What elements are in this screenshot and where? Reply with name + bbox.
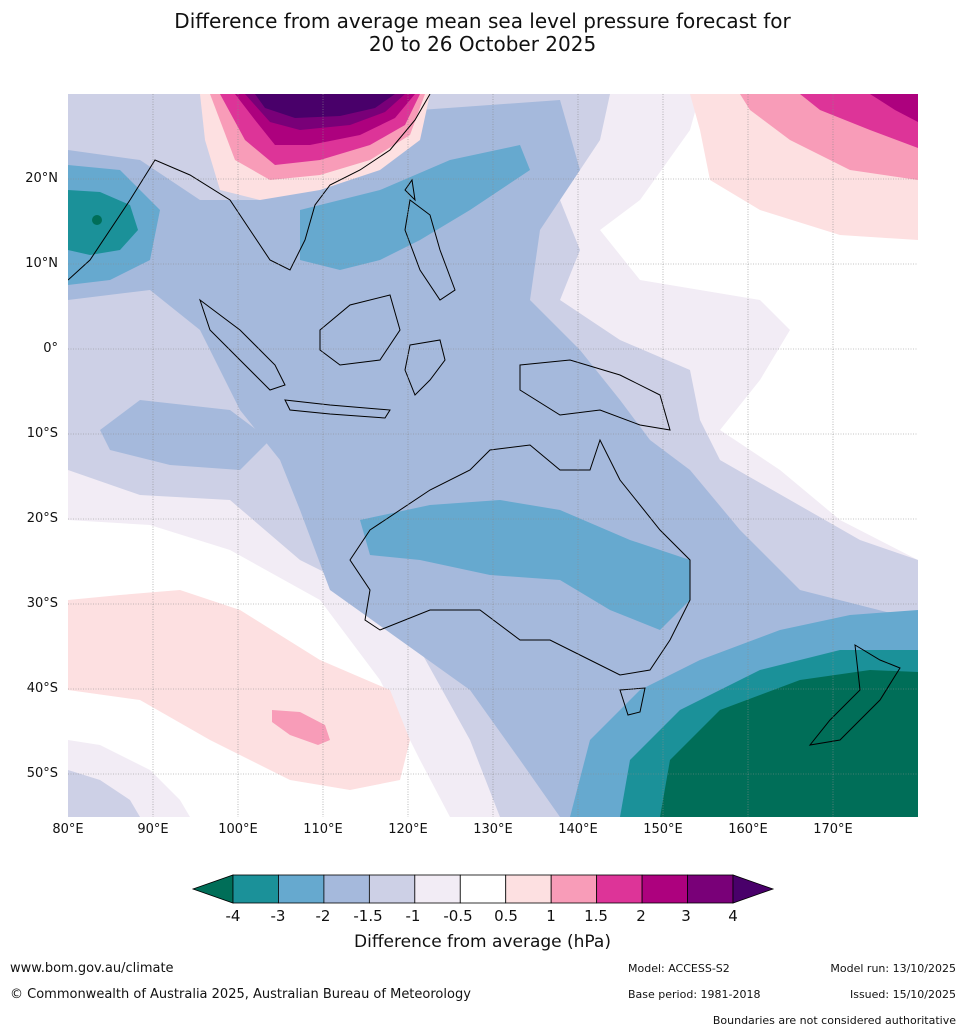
map-field	[68, 94, 918, 817]
colorbar-tick-label: -1	[405, 907, 421, 925]
colorbar-tick-label: 4	[728, 907, 738, 925]
title-line-1: Difference from average mean sea level p…	[174, 9, 791, 33]
colorbar-tick-label: -4	[225, 907, 241, 925]
colorbar-tick-label: 0.5	[494, 907, 518, 925]
lon-label: 140°E	[558, 822, 598, 837]
lon-label: 120°E	[388, 822, 428, 837]
model-run-text: Model run: 13/10/2025	[830, 962, 956, 975]
borneo-coast	[319, 294, 401, 366]
contour-band	[800, 94, 918, 148]
colorbar	[191, 874, 775, 904]
colorbar-boxes	[232, 874, 734, 904]
colorbar-swatch	[232, 874, 279, 904]
lon-label: 90°E	[137, 822, 169, 837]
colorbar-swatch	[641, 874, 688, 904]
copyright-text: © Commonwealth of Australia 2025, Austra…	[10, 987, 471, 1002]
contour-core	[92, 215, 102, 225]
coastlines	[68, 94, 901, 746]
lat-label: 50°S	[26, 766, 58, 781]
contour-band	[255, 94, 395, 118]
lon-label: 100°E	[218, 822, 258, 837]
colorbar-swatch	[459, 874, 507, 904]
lat-label: 20°S	[26, 511, 58, 526]
colorbar-tick-label: -3	[270, 907, 286, 925]
contour-band	[272, 710, 330, 745]
lon-label: 150°E	[643, 822, 683, 837]
model-text: Model: ACCESS-S2	[628, 962, 730, 975]
lat-label: 40°S	[26, 681, 58, 696]
colorbar-swatch	[414, 874, 461, 904]
lat-label: 20°N	[25, 171, 58, 186]
contour-band	[68, 100, 918, 817]
colorbar-extend-high	[732, 874, 775, 904]
lon-label: 170°E	[813, 822, 853, 837]
asia-coast	[68, 94, 431, 281]
contour-band	[360, 500, 690, 630]
base-period-text: Base period: 1981-2018	[628, 988, 761, 1001]
colorbar-swatch	[596, 874, 643, 904]
colorbar-tick-label: 3	[681, 907, 691, 925]
sumatra-coast	[199, 298, 286, 391]
colorbar-tick-label: -0.5	[443, 907, 473, 925]
colorbar-swatch	[368, 874, 416, 904]
contour-band	[870, 94, 918, 122]
colorbar-swatch	[687, 874, 734, 904]
lon-label: 160°E	[728, 822, 768, 837]
new-guinea-coast	[519, 359, 671, 431]
lon-label: 110°E	[303, 822, 343, 837]
colorbar-tick-label: 2	[636, 907, 646, 925]
colorbar-swatch	[550, 874, 598, 904]
disclaimer-text: Boundaries are not considered authoritat…	[712, 1014, 956, 1027]
colorbar-swatch	[505, 874, 552, 904]
colorbar-title: Difference from average (hPa)	[354, 932, 611, 952]
contour-band	[100, 400, 270, 470]
java-coast	[284, 399, 391, 419]
title-line-2: 20 to 26 October 2025	[368, 32, 597, 56]
colorbar-tick-label: 1	[546, 907, 556, 925]
taiwan-coast	[404, 178, 416, 202]
philippines-coast	[404, 199, 456, 301]
lat-label: 30°S	[26, 596, 58, 611]
website-link[interactable]: www.bom.gov.au/climate	[10, 961, 174, 976]
new-zealand-coast	[808, 644, 901, 746]
colorbar-tick-label: -2	[315, 907, 331, 925]
australia-coast	[349, 438, 691, 676]
graticule	[68, 94, 918, 817]
sulawesi-coast	[404, 339, 446, 396]
colorbar-swatch	[323, 874, 370, 904]
colorbar-swatch	[278, 874, 325, 904]
colorbar-tick-label: 1.5	[584, 907, 608, 925]
lat-label: 0°	[43, 341, 58, 356]
contour-band	[68, 770, 140, 817]
tasmania-coast	[619, 687, 646, 716]
contour-band	[300, 145, 530, 270]
lon-label: 80°E	[52, 822, 84, 837]
colorbar-extend-low	[191, 874, 234, 904]
contour-band	[68, 190, 138, 255]
colorbar-tick-label: -1.5	[353, 907, 383, 925]
issued-text: Issued: 15/10/2025	[849, 988, 956, 1001]
map-title: Difference from average mean sea level p…	[0, 10, 965, 56]
contour-band	[660, 670, 918, 817]
lat-label: 10°S	[26, 426, 58, 441]
lon-label: 130°E	[473, 822, 513, 837]
lat-label: 10°N	[25, 256, 58, 271]
